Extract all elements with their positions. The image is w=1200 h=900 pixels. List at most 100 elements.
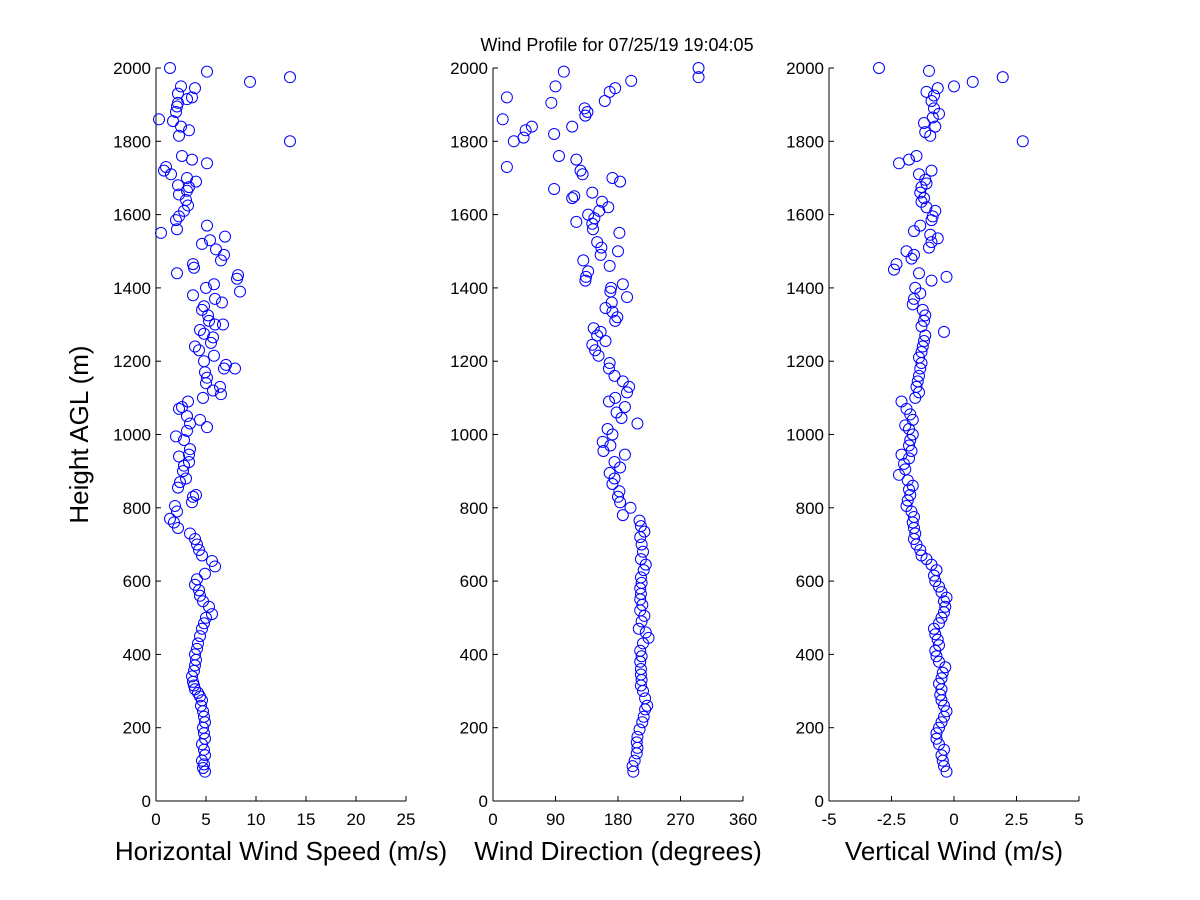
data-point — [244, 75, 256, 88]
data-point — [935, 672, 948, 685]
data-point — [909, 527, 922, 540]
y-tick-label: 1600 — [113, 206, 151, 225]
data-point — [930, 727, 943, 740]
data-point — [186, 91, 198, 104]
data-point — [570, 215, 583, 228]
data-point — [181, 410, 193, 423]
y-tick-label: 2000 — [450, 59, 488, 78]
data-point — [589, 344, 602, 357]
data-point — [599, 335, 612, 348]
data-point — [888, 263, 900, 276]
data-point — [174, 476, 186, 489]
data-point — [171, 223, 183, 236]
data-point — [938, 699, 950, 712]
data-point — [616, 278, 629, 291]
data-point — [603, 259, 616, 272]
data-point — [630, 736, 643, 749]
x-tick-label: 90 — [546, 810, 565, 829]
y-tick-label: 1800 — [786, 132, 824, 151]
data-point — [935, 716, 948, 729]
data-point — [635, 538, 648, 551]
data-point — [618, 448, 631, 461]
data-point — [920, 85, 933, 98]
y-tick-label: 1800 — [113, 132, 151, 151]
panel-3: 0 200 400 600 800 1000 1200 1400 1600 1800 2000 -5 -… — [786, 59, 1084, 866]
data-point — [913, 168, 925, 181]
data-point — [906, 413, 919, 426]
data-point — [181, 93, 193, 106]
data-point — [215, 388, 227, 401]
y-tick-label: 2000 — [113, 59, 151, 78]
data-point — [168, 516, 180, 529]
data-point — [931, 82, 944, 95]
data-point — [612, 490, 624, 503]
data-point — [201, 65, 213, 78]
data-point — [183, 124, 195, 137]
data-point — [210, 243, 222, 256]
data-point — [915, 549, 928, 562]
data-point — [919, 126, 932, 139]
data-point — [171, 267, 183, 280]
data-point — [635, 576, 648, 589]
data-point — [568, 190, 581, 203]
x-tick-label: 2.5 — [1005, 810, 1029, 829]
data-point — [904, 488, 917, 501]
panel-2: 0 200 400 600 800 1000 1200 1400 1600 1800 2000 0 90… — [450, 59, 762, 866]
y-tick-label: 200 — [460, 719, 488, 738]
data-point — [173, 402, 185, 415]
data-point — [602, 395, 615, 408]
data-point — [918, 335, 930, 348]
data-point — [517, 131, 530, 144]
data-point — [966, 75, 979, 88]
data-point — [634, 644, 647, 657]
y-tick-label: 400 — [796, 645, 824, 664]
data-point — [635, 650, 648, 663]
y-tick-label: 1600 — [786, 206, 824, 225]
data-point — [181, 424, 193, 437]
data-point — [639, 692, 652, 705]
data-point — [901, 474, 914, 487]
data-point — [189, 82, 201, 95]
data-point — [232, 269, 244, 282]
data-point — [172, 481, 184, 494]
data-point — [935, 586, 948, 599]
data-point — [634, 663, 647, 676]
data-point — [545, 96, 558, 109]
data-point — [175, 120, 187, 133]
y-tick-label: 200 — [123, 719, 151, 738]
data-point — [933, 677, 945, 690]
data-point — [234, 285, 246, 298]
data-point — [196, 549, 208, 562]
data-point — [890, 258, 903, 271]
data-point — [170, 214, 182, 227]
data-point — [899, 463, 912, 476]
data-point — [613, 485, 626, 498]
y-tick-label: 1000 — [113, 426, 151, 445]
data-point — [182, 199, 194, 212]
data-point — [915, 320, 928, 333]
data-point — [284, 71, 296, 84]
data-point — [596, 195, 609, 208]
data-point — [923, 64, 935, 77]
data-point — [930, 732, 943, 745]
data-point — [938, 595, 950, 608]
data-point — [926, 210, 939, 223]
data-point — [594, 325, 607, 338]
data-point — [220, 358, 232, 371]
data-point — [170, 430, 182, 443]
x-tick-label: 0 — [949, 810, 958, 829]
data-point — [180, 472, 192, 485]
y-tick-label: 1200 — [450, 352, 488, 371]
data-point — [173, 129, 185, 142]
y-tick-label: 0 — [815, 792, 824, 811]
data-point — [160, 160, 172, 173]
data-point — [172, 179, 184, 192]
data-point — [194, 630, 206, 643]
data-point — [214, 380, 226, 393]
data-point — [621, 386, 634, 399]
data-point — [936, 666, 949, 679]
data-point — [578, 102, 591, 115]
y-tick-label: 200 — [796, 719, 824, 738]
data-point — [209, 318, 221, 331]
